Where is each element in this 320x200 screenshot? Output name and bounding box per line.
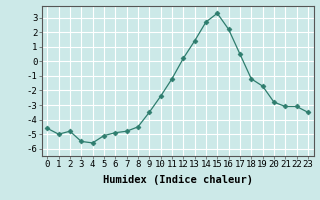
X-axis label: Humidex (Indice chaleur): Humidex (Indice chaleur) [103, 175, 252, 185]
